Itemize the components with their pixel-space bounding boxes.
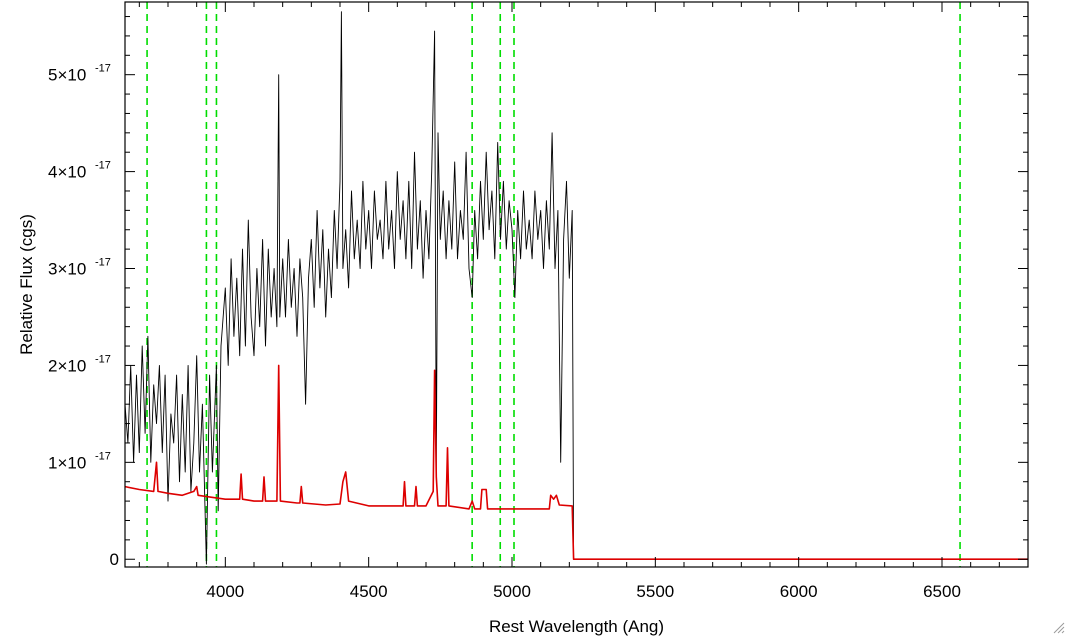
plot-frame <box>124 1 1029 568</box>
y-tick-label: 5×10 <box>48 66 86 85</box>
x-tick-label: 6000 <box>780 582 818 601</box>
x-tick-labels: 4000 4500 5000 5500 6000 6500 <box>206 582 960 601</box>
y-tick-label: 4×10 <box>48 163 86 182</box>
x-axis-label: Rest Wavelength (Ang) <box>489 617 664 636</box>
y-axis-label: Relative Flux (cgs) <box>17 214 36 355</box>
y-tick-exponent: -17 <box>95 450 111 462</box>
y-tick-label: 3×10 <box>48 260 86 279</box>
x-tick-label: 6500 <box>923 582 961 601</box>
observed-spectrum-line <box>124 11 1028 565</box>
resize-grip-icon[interactable] <box>1053 622 1065 634</box>
model-spectrum-line <box>124 364 1028 560</box>
y-tick-label: 2×10 <box>48 356 86 375</box>
x-tick-label: 4000 <box>206 582 244 601</box>
y-tick-exponent: -17 <box>95 353 111 365</box>
y-tick-label: 0 <box>110 550 119 569</box>
x-tick-label: 4500 <box>350 582 388 601</box>
y-tick-exponent: -17 <box>95 63 111 75</box>
y-tick-labels: 0 1×10 -17 2×10 -17 3×10 -17 4×10 -17 5×10 -17 <box>48 63 119 570</box>
series-layer <box>124 11 1028 565</box>
x-tick-label: 5000 <box>493 582 531 601</box>
y-tick-exponent: -17 <box>95 257 111 269</box>
y-tick-exponent: -17 <box>95 160 111 172</box>
axis-ticks <box>125 2 1029 567</box>
y-tick-label: 1×10 <box>48 453 86 472</box>
x-tick-label: 5500 <box>636 582 674 601</box>
